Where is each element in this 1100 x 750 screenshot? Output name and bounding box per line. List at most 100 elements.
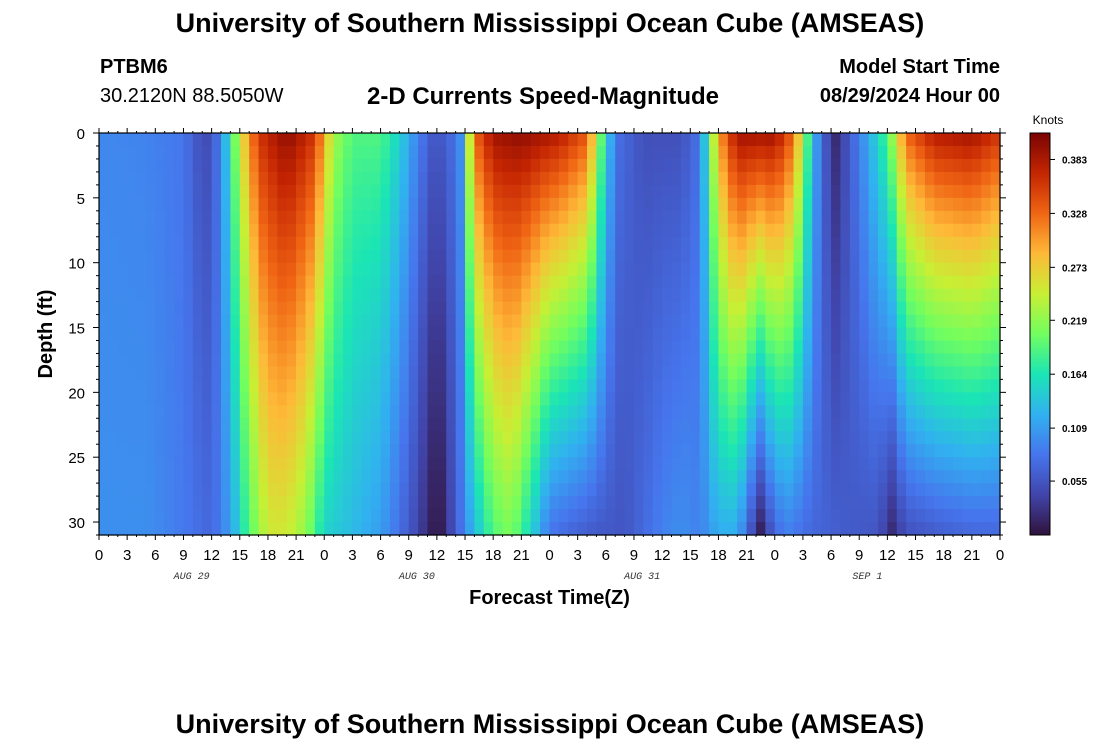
heatmap-cell [831, 327, 842, 342]
heatmap-cell [662, 405, 673, 419]
heatmap-cell [652, 133, 663, 147]
heatmap-cell [352, 301, 363, 316]
heatmap-cell [962, 249, 973, 264]
heatmap-cell [474, 314, 485, 329]
heatmap-cell [615, 509, 626, 523]
heatmap-cell [652, 470, 663, 484]
heatmap-cell [587, 496, 598, 510]
heatmap-cell [239, 262, 250, 277]
heatmap-cell [877, 158, 888, 173]
heatmap-cell [343, 431, 354, 445]
heatmap-cell [389, 210, 400, 225]
heatmap-cell [934, 418, 945, 432]
heatmap-cell [540, 158, 551, 173]
heatmap-cell [174, 133, 185, 147]
heatmap-cell [596, 392, 607, 406]
heatmap-cell [821, 171, 832, 186]
heatmap-cell [258, 379, 269, 393]
heatmap-cell [755, 327, 766, 342]
heatmap-cell [530, 158, 541, 173]
heatmap-cell [831, 431, 842, 445]
heatmap-cell [221, 262, 231, 277]
heatmap-cell [286, 327, 297, 342]
heatmap-cell [971, 327, 982, 342]
heatmap-cell [615, 379, 626, 393]
heatmap-cell [380, 249, 391, 264]
heatmap-cell [662, 457, 673, 471]
heatmap-cell [455, 379, 466, 393]
heatmap-cell [418, 379, 429, 393]
heatmap-cell [502, 353, 513, 368]
heatmap-cell [174, 275, 185, 290]
heatmap-cell [652, 275, 663, 290]
heatmap-cell [389, 288, 400, 303]
heatmap-cell [943, 184, 954, 199]
heatmap-cell [493, 483, 504, 497]
heatmap-cell [455, 223, 466, 238]
heatmap-cell [305, 366, 316, 380]
heatmap-cell [324, 353, 335, 368]
heatmap-cell [483, 353, 494, 368]
heatmap-cell [230, 133, 241, 147]
heatmap-cell [680, 133, 691, 147]
heatmap-cell [408, 340, 419, 355]
heatmap-cell [831, 470, 842, 484]
heatmap-cell [296, 210, 307, 225]
heatmap-cell [483, 496, 494, 510]
heatmap-cell [868, 249, 879, 264]
heatmap-cell [633, 340, 644, 355]
heatmap-cell [587, 158, 598, 173]
heatmap-cell [680, 145, 691, 160]
heatmap-cell [164, 470, 175, 484]
heatmap-cell [727, 418, 738, 432]
heatmap-cell [784, 431, 795, 445]
heatmap-cell [690, 379, 701, 393]
heatmap-cell [624, 522, 635, 536]
heatmap-cell [568, 236, 579, 251]
heatmap-cell [305, 470, 316, 484]
heatmap-cell [849, 366, 860, 380]
heatmap-cell [877, 275, 888, 290]
heatmap-cell [737, 340, 748, 355]
heatmap-cell [690, 301, 701, 316]
heatmap-cell [324, 327, 335, 342]
heatmap-cell [333, 223, 344, 238]
heatmap-cell [408, 418, 419, 432]
heatmap-cell [277, 262, 288, 277]
heatmap-cell [446, 288, 457, 303]
heatmap-cell [662, 522, 673, 536]
heatmap-cell [943, 457, 954, 471]
heatmap-cell [633, 470, 644, 484]
heatmap-cell [333, 314, 344, 329]
heatmap-cell [633, 288, 644, 303]
heatmap-cell [981, 145, 992, 160]
heatmap-cell [155, 158, 166, 173]
heatmap-cell [286, 249, 297, 264]
heatmap-cell [436, 366, 447, 380]
heatmap-cell [953, 210, 964, 225]
heatmap-cell [221, 249, 231, 264]
heatmap-cell [915, 470, 926, 484]
heatmap-cell [267, 392, 278, 406]
heatmap-cell [990, 470, 1001, 484]
heatmap-cell [643, 145, 654, 160]
heatmap-cell [389, 522, 400, 536]
heatmap-cell [99, 392, 109, 406]
heatmap-cell [380, 483, 391, 497]
heatmap-cell [474, 275, 485, 290]
heatmap-cell [540, 197, 551, 212]
y-tick-label: 5 [77, 191, 85, 208]
heatmap-cell [981, 210, 992, 225]
heatmap-cell [699, 431, 710, 445]
heatmap-cell [633, 353, 644, 368]
heatmap-cell [136, 444, 147, 458]
heatmap-cell [915, 405, 926, 419]
heatmap-cell [211, 158, 222, 173]
heatmap-cell [296, 133, 307, 147]
heatmap-cell [540, 249, 551, 264]
heatmap-cell [249, 353, 260, 368]
heatmap-cell [324, 301, 335, 316]
heatmap-cell [840, 379, 851, 393]
heatmap-cell [643, 379, 654, 393]
heatmap-cell [474, 158, 485, 173]
